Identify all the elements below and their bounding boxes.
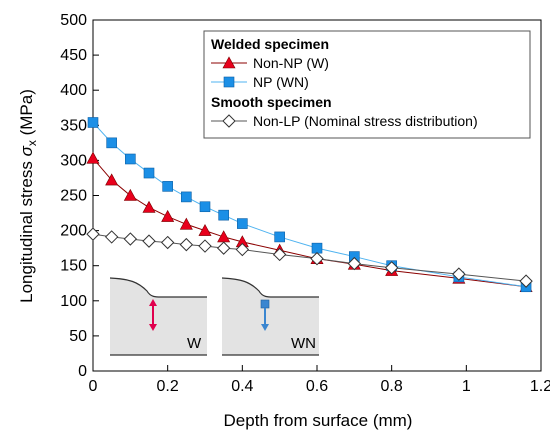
legend-entry: Non-LP (Nominal stress distribution) <box>253 113 478 129</box>
x-tick-label: 0.8 <box>381 378 403 395</box>
inset-w: W <box>109 277 207 356</box>
y-tick-label: 400 <box>60 82 87 99</box>
data-point <box>87 117 99 128</box>
data-point <box>123 232 138 246</box>
data-point <box>181 191 192 203</box>
x-tick-label: 1 <box>462 378 471 395</box>
inset-arrow-head-down <box>149 324 157 331</box>
inset-label: W <box>187 335 202 352</box>
y-axis-title-sub: x <box>25 140 39 146</box>
data-point <box>86 151 100 164</box>
x-tick-label: 0 <box>89 378 98 395</box>
y-axis-ticks: 0 50 100 150 200 250 300 350 400 450 500 <box>60 12 99 380</box>
legend-group-title: Smooth specimen <box>211 94 332 110</box>
x-tick-label: 0.4 <box>231 378 253 395</box>
data-point <box>143 167 155 179</box>
inset-weld-profile <box>221 277 319 298</box>
data-point <box>218 209 229 221</box>
inset-arrow-head-up <box>149 299 157 306</box>
y-tick-label: 50 <box>69 328 87 345</box>
data-point <box>162 181 173 192</box>
data-point <box>104 230 119 244</box>
y-tick-label: 250 <box>60 188 87 205</box>
y-tick-label: 200 <box>60 223 87 240</box>
data-point <box>347 256 362 271</box>
data-point <box>235 242 250 257</box>
legend-marker <box>222 56 236 69</box>
data-point <box>123 188 137 201</box>
legend-box <box>203 30 531 139</box>
y-tick-label: 350 <box>60 117 87 134</box>
legend-entry: NP (WN) <box>253 74 309 90</box>
data-point <box>86 227 100 241</box>
data-point <box>125 153 136 165</box>
series-layer <box>86 117 533 293</box>
x-tick-label: 0.6 <box>306 378 328 395</box>
weld-insets: W WN <box>109 277 319 356</box>
x-axis-title: Depth from surface (mm) <box>224 411 413 430</box>
data-point <box>311 242 323 254</box>
inset-peened-surface <box>260 299 270 309</box>
legend-marker <box>223 76 235 88</box>
data-point <box>237 218 248 229</box>
series-2 <box>86 227 533 288</box>
y-tick-label: 300 <box>60 152 87 169</box>
x-axis-ticks: 0 0.2 0.4 0.6 0.8 1 1.2 <box>89 365 550 395</box>
inset-arrow-head-down <box>261 324 269 331</box>
series-line <box>92 122 527 288</box>
data-point <box>106 137 117 149</box>
y-axis-title-symbol: σ <box>17 145 36 156</box>
data-point <box>160 235 175 250</box>
data-point <box>519 274 533 288</box>
data-point <box>161 209 175 222</box>
series-1 <box>87 117 532 293</box>
x-tick-label: 1.2 <box>530 378 550 395</box>
data-point <box>198 239 212 253</box>
data-point <box>216 241 231 255</box>
legend: Welded specimen Non-NP (W) NP (WN) Smooth s… <box>203 30 531 139</box>
y-tick-label: 100 <box>60 293 87 310</box>
data-point <box>274 231 285 243</box>
inset-weld-profile <box>109 277 207 298</box>
y-tick-label: 450 <box>60 47 87 64</box>
legend-marker <box>222 114 236 128</box>
y-axis-title-unit: (MPa) <box>17 89 36 140</box>
data-point <box>272 247 287 262</box>
data-point <box>198 223 212 236</box>
data-point <box>142 234 156 248</box>
data-point <box>179 237 194 252</box>
y-tick-label: 0 <box>78 363 87 380</box>
legend-entry: Non-NP (W) <box>253 55 329 71</box>
data-point <box>179 217 193 230</box>
data-point <box>199 201 211 213</box>
data-point <box>310 251 324 266</box>
series-line <box>92 157 527 288</box>
data-point <box>217 230 231 243</box>
data-point <box>142 200 156 213</box>
inset-label: WN <box>291 335 316 352</box>
y-axis-title: Longitudinal stress σx (MPa) <box>17 89 39 303</box>
y-tick-label: 500 <box>60 12 87 29</box>
y-axis-title-main: Longitudinal stress <box>17 156 36 302</box>
legend-group-title: Welded specimen <box>211 36 329 52</box>
data-point <box>105 173 119 186</box>
y-tick-label: 150 <box>60 258 87 275</box>
x-tick-label: 0.2 <box>157 378 179 395</box>
data-point <box>384 261 399 275</box>
data-point <box>452 267 466 281</box>
inset-wn: WN <box>221 277 319 356</box>
